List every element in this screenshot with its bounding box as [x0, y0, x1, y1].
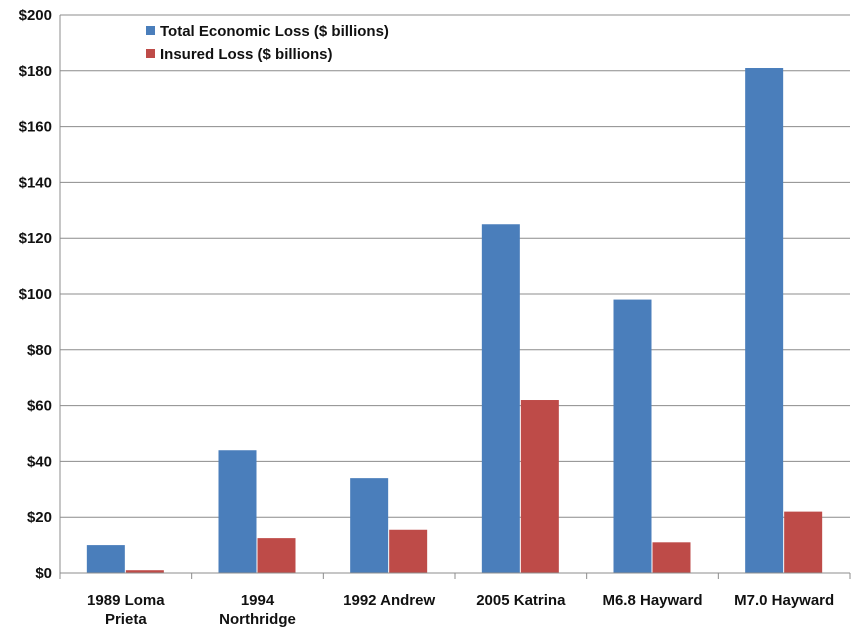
- gridlines: [60, 14, 850, 518]
- y-tick-label: $180: [19, 63, 52, 80]
- bar-insured-loss: [389, 529, 428, 573]
- bar-total-economic-loss: [86, 545, 125, 573]
- bar-total-economic-loss: [613, 299, 652, 573]
- legend-swatch: [146, 49, 155, 58]
- y-tick-label: $140: [19, 174, 52, 191]
- y-tick-label: $60: [27, 398, 52, 415]
- x-category-label: M6.8 Hayward: [602, 592, 702, 609]
- y-tick-label: $80: [27, 342, 52, 359]
- y-tick-label: $20: [27, 509, 52, 526]
- legend-label: Total Economic Loss ($ billions): [160, 23, 389, 40]
- bar-total-economic-loss: [745, 68, 784, 573]
- legend-label: Insured Loss ($ billions): [160, 46, 333, 63]
- x-category-label: 1989 Loma: [87, 592, 165, 609]
- bar-insured-loss: [652, 542, 691, 573]
- y-tick-label: $0: [35, 565, 52, 582]
- bar-total-economic-loss: [218, 450, 257, 573]
- bar-total-economic-loss: [350, 478, 389, 573]
- y-tick-label: $160: [19, 119, 52, 136]
- y-tick-label: $100: [19, 286, 52, 303]
- legend: Total Economic Loss ($ billions) Insured …: [146, 23, 389, 63]
- x-category-label: 1994: [241, 592, 275, 609]
- y-axis-ticks: $0 $20 $40 $60 $80 $100 $120 $140 $160 $180 $200: [19, 7, 52, 582]
- bars: [86, 68, 823, 573]
- x-axis-labels: 1989 Loma Prieta 1994 Northridge 1992 Andrew…: [87, 592, 834, 628]
- bar-insured-loss: [520, 400, 559, 573]
- bar-insured-loss: [784, 511, 823, 573]
- y-tick-label: $120: [19, 230, 52, 247]
- bar-total-economic-loss: [481, 224, 520, 573]
- x-category-label: 2005 Katrina: [476, 592, 566, 609]
- x-category-label: Northridge: [219, 611, 296, 628]
- y-tick-label: $40: [27, 453, 52, 470]
- y-tick-label: $200: [19, 7, 52, 24]
- x-axis: [59, 15, 851, 579]
- x-category-label: M7.0 Hayward: [734, 592, 834, 609]
- bar-insured-loss: [257, 538, 296, 573]
- x-category-label: Prieta: [105, 611, 147, 628]
- bar-insured-loss: [125, 570, 164, 573]
- legend-swatch: [146, 26, 155, 35]
- x-category-label: 1992 Andrew: [343, 592, 435, 609]
